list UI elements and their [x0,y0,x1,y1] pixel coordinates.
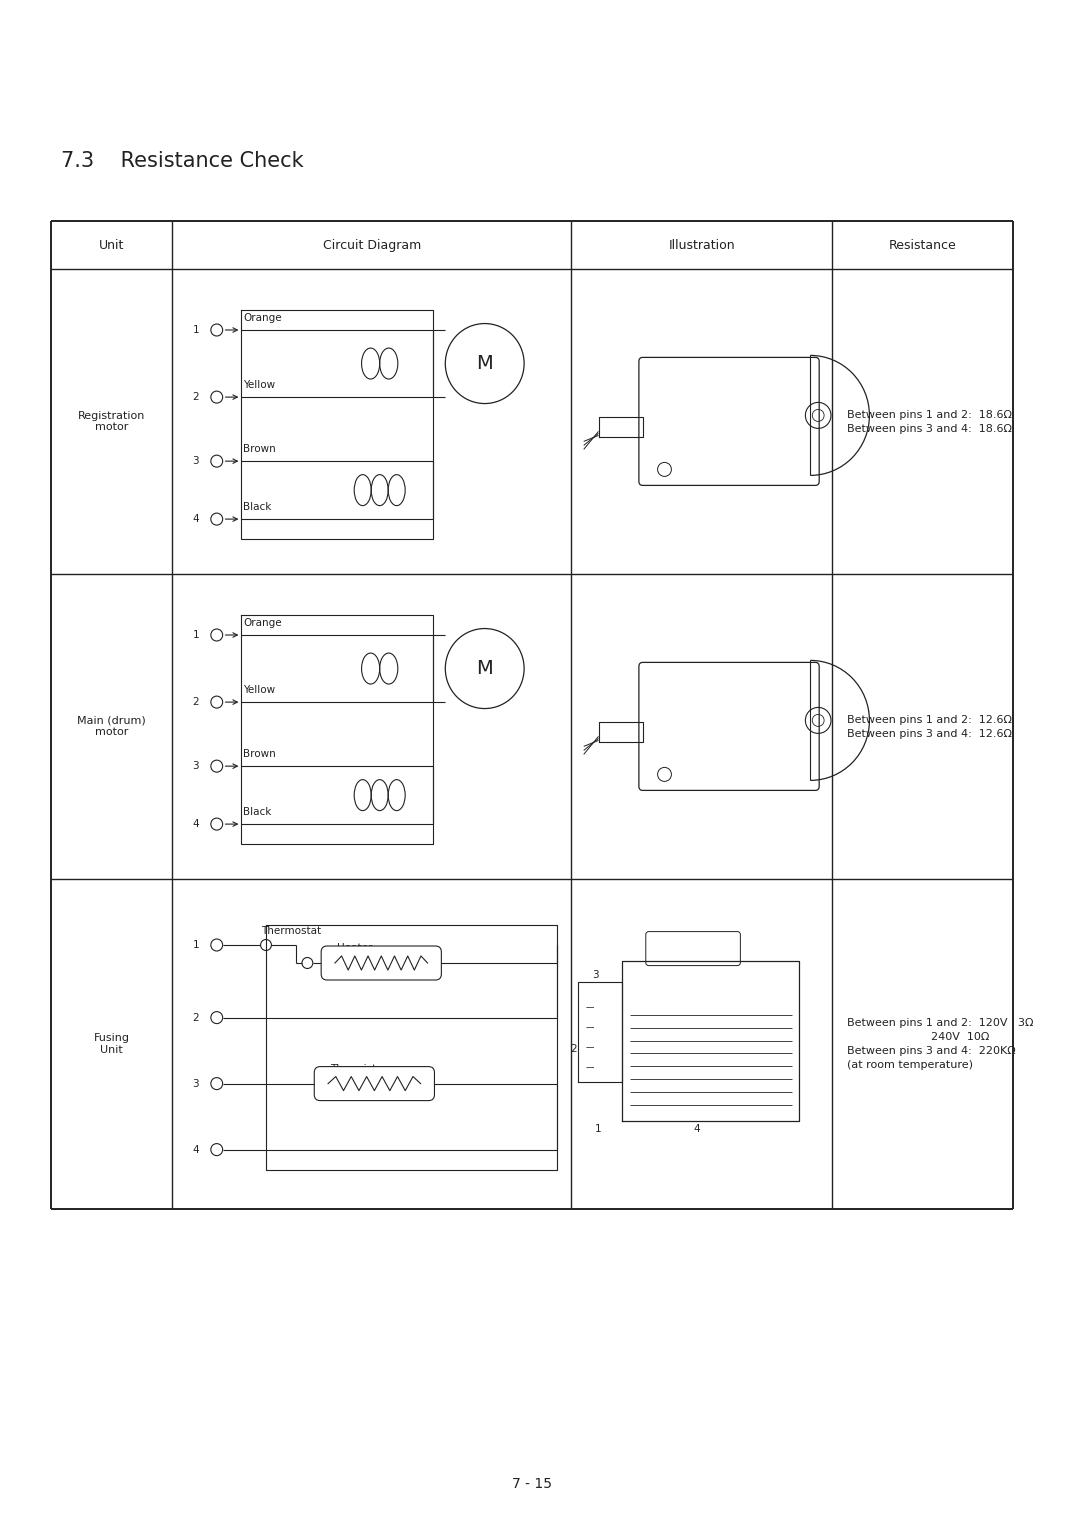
Text: Brown: Brown [243,749,276,758]
FancyBboxPatch shape [321,946,442,980]
Text: Resistance: Resistance [889,238,957,252]
Text: 2: 2 [192,697,199,707]
Text: 2: 2 [192,1013,199,1022]
Text: 7 - 15: 7 - 15 [512,1477,552,1491]
Text: Between pins 1 and 2:  120V   3Ω
                        240V  10Ω
Between pins : Between pins 1 and 2: 120V 3Ω 240V 10Ω B… [847,1018,1034,1070]
Text: Thermistor: Thermistor [330,1064,387,1074]
Text: Between pins 1 and 2:  12.6Ω
Between pins 3 and 4:  12.6Ω: Between pins 1 and 2: 12.6Ω Between pins… [847,714,1012,739]
Text: Yellow: Yellow [243,380,275,391]
FancyBboxPatch shape [314,1067,434,1100]
Text: 1: 1 [192,325,199,336]
Text: —: — [585,1064,594,1071]
Text: Registration
motor: Registration motor [78,410,146,432]
Text: Black: Black [243,807,272,816]
Text: 4: 4 [192,1144,199,1155]
Text: Yellow: Yellow [243,685,275,696]
Text: Heater: Heater [337,943,373,954]
Text: 2: 2 [570,1044,577,1054]
Text: M: M [476,354,494,372]
Text: —: — [585,1022,594,1032]
Text: Unit: Unit [99,238,124,252]
Text: Orange: Orange [243,618,282,629]
Text: Thermostat: Thermostat [261,926,321,935]
Text: 4: 4 [693,1125,700,1134]
Text: Illustration: Illustration [669,238,735,252]
Text: Orange: Orange [243,313,282,324]
Text: 3: 3 [192,1079,199,1088]
Text: 4: 4 [192,819,199,829]
Text: Brown: Brown [243,444,276,455]
Text: —: — [585,1003,594,1012]
Text: Circuit Diagram: Circuit Diagram [323,238,421,252]
Text: Fusing
Unit: Fusing Unit [94,1033,130,1054]
Text: 1: 1 [192,630,199,639]
Text: 3: 3 [192,456,199,465]
Text: 1: 1 [595,1125,602,1134]
Text: Main (drum)
motor: Main (drum) motor [78,716,146,737]
Text: 1: 1 [192,940,199,951]
Text: M: M [476,659,494,678]
Text: 7.3    Resistance Check: 7.3 Resistance Check [62,151,303,171]
Text: 4: 4 [192,514,199,523]
Text: Between pins 1 and 2:  18.6Ω
Between pins 3 and 4:  18.6Ω: Between pins 1 and 2: 18.6Ω Between pins… [847,409,1012,433]
Text: —: — [585,1042,594,1051]
Text: 2: 2 [192,392,199,401]
Text: Black: Black [243,502,272,513]
Text: 3: 3 [192,761,199,771]
Text: 3: 3 [592,971,598,980]
